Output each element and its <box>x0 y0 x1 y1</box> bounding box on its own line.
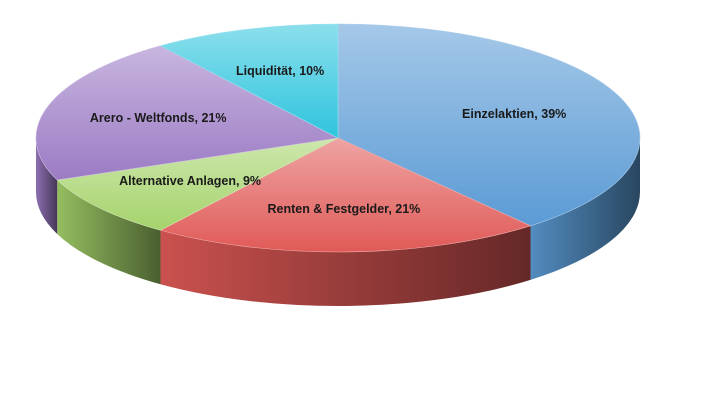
slice-label-renten-festgelder: Renten & Festgelder, 21% <box>267 201 421 216</box>
pie-slice-einzelaktien <box>337 23 641 227</box>
pie-slice-liquidit-t <box>159 23 339 139</box>
slice-label-liquidit-t: Liquidität, 10% <box>236 63 325 78</box>
pie-tops <box>35 23 641 253</box>
pie-slice-renten-festgelder <box>159 137 532 253</box>
pie-side-einzelaktien <box>530 138 640 280</box>
pie-slice-alternative-anlagen <box>56 137 339 231</box>
pie-side-alternative-anlagen <box>57 179 161 285</box>
slice-label-alternative-anlagen: Alternative Anlagen, 9% <box>119 174 262 189</box>
slice-label-arero-weltfonds: Arero - Weltfonds, 21% <box>89 111 227 126</box>
slice-label-einzelaktien: Einzelaktien, 39% <box>462 107 567 122</box>
pie-slice-arero-weltfonds <box>35 45 339 181</box>
pie-side-arero-weltfonds <box>36 138 58 234</box>
